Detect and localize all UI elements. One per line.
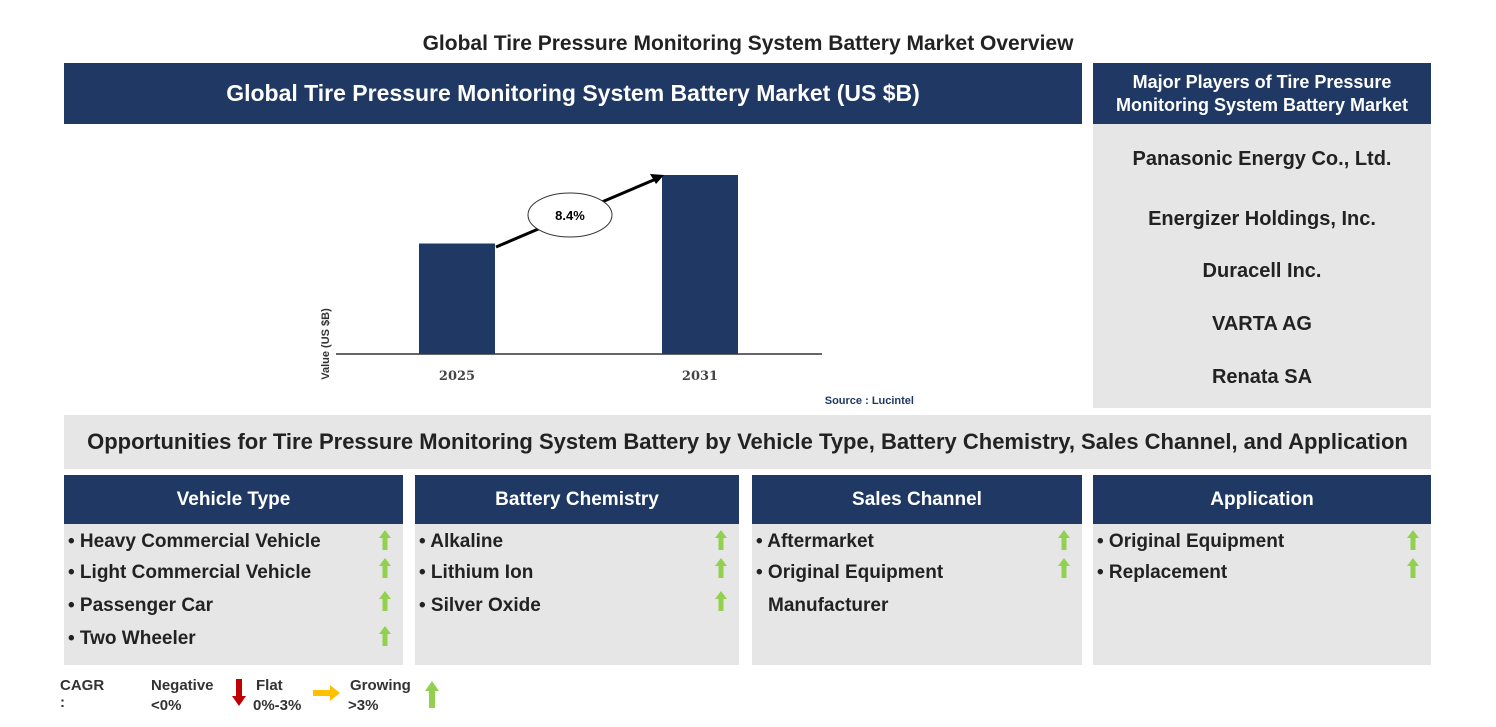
x-tick-label: 2031: [682, 369, 718, 384]
legend-growing-range: >3%: [348, 697, 379, 714]
segment-header: Application: [1093, 475, 1431, 524]
segment-list: • Aftermarket • Original Equipment Manufac…: [752, 524, 1082, 665]
player-item: VARTA AG: [1212, 313, 1312, 335]
bar-2025: [419, 243, 495, 354]
y-axis-label: Value (US $B): [320, 308, 332, 380]
legend-growing: Growing: [350, 677, 411, 694]
cagr-arrow-head: [650, 174, 664, 184]
segment-list: • Heavy Commercial Vehicle • Light Commer…: [64, 524, 403, 665]
legend-flat: Flat: [256, 677, 283, 694]
legend-flat-range: 0%-3%: [253, 697, 302, 714]
player-item: Duracell Inc.: [1202, 260, 1322, 282]
up-arrow-icon: [379, 558, 391, 578]
x-tick-label: 2025: [439, 369, 475, 384]
down-arrow-icon: [232, 679, 246, 706]
page-title: Global Tire Pressure Monitoring System B…: [422, 32, 1074, 55]
player-item: Renata SA: [1211, 366, 1313, 388]
segment-header: Battery Chemistry: [415, 475, 739, 524]
segment-item: • Original Equipment: [1097, 531, 1285, 552]
right-arrow-icon: [313, 685, 340, 701]
players-header: Major Players of Tire Pressure Monitorin…: [1093, 63, 1431, 124]
segment-item: • Two Wheeler: [68, 628, 196, 649]
legend-label: CAGR :: [60, 677, 105, 711]
source-label: Source : Lucintel: [825, 395, 914, 407]
market-chart: Value (US $B) 2025 2031 8.4% Source : Luc…: [320, 174, 914, 407]
opportunities-title-text: Opportunities for Tire Pressure Monitori…: [87, 429, 1408, 454]
legend-negative-range: <0%: [151, 697, 182, 714]
up-arrow-icon: [379, 530, 391, 550]
up-arrow-icon: [425, 681, 439, 708]
opportunities-title: Opportunities for Tire Pressure Monitori…: [64, 415, 1431, 469]
segment-header: Sales Channel: [752, 475, 1082, 524]
cagr-bubble: [527, 192, 613, 238]
segment-list: • Original Equipment • Replacement: [1093, 524, 1431, 665]
segment-header: Vehicle Type: [64, 475, 403, 524]
cagr-label: 8.4%: [555, 208, 585, 223]
segment-list: • Alkaline • Lithium Ion • Silver Oxide: [415, 524, 739, 665]
segment-item: • Passenger Car: [68, 595, 214, 616]
up-arrow-icon: [715, 558, 727, 578]
legend-negative: Negative: [151, 677, 214, 694]
up-arrow-icon: [715, 591, 727, 611]
up-arrow-icon: [1058, 558, 1070, 578]
players-list: Panasonic Energy Co., Ltd. Energizer Hol…: [1093, 124, 1431, 408]
segment-item: • Lithium Ion: [419, 562, 534, 583]
chart-header: Global Tire Pressure Monitoring System B…: [64, 63, 1082, 124]
segment-item: • Heavy Commercial Vehicle: [68, 531, 321, 552]
segment-item: • Silver Oxide: [419, 595, 541, 616]
segment-item: • Light Commercial Vehicle: [68, 562, 312, 583]
bar-2031: [662, 175, 738, 354]
up-arrow-icon: [1407, 558, 1419, 578]
player-item: Panasonic Energy Co., Ltd.: [1132, 148, 1392, 170]
up-arrow-icon: [1058, 530, 1070, 550]
segment-item: • Replacement: [1097, 562, 1228, 583]
segment-item: • Alkaline: [419, 531, 504, 552]
segment-item: • Aftermarket: [756, 531, 874, 552]
up-arrow-icon: [715, 530, 727, 550]
up-arrow-icon: [379, 626, 391, 646]
up-arrow-icon: [379, 591, 391, 611]
segment-item: • Original Equipment: [756, 562, 944, 583]
up-arrow-icon: [1407, 530, 1419, 550]
player-item: Energizer Holdings, Inc.: [1148, 208, 1376, 230]
segment-item: Manufacturer: [768, 595, 889, 616]
